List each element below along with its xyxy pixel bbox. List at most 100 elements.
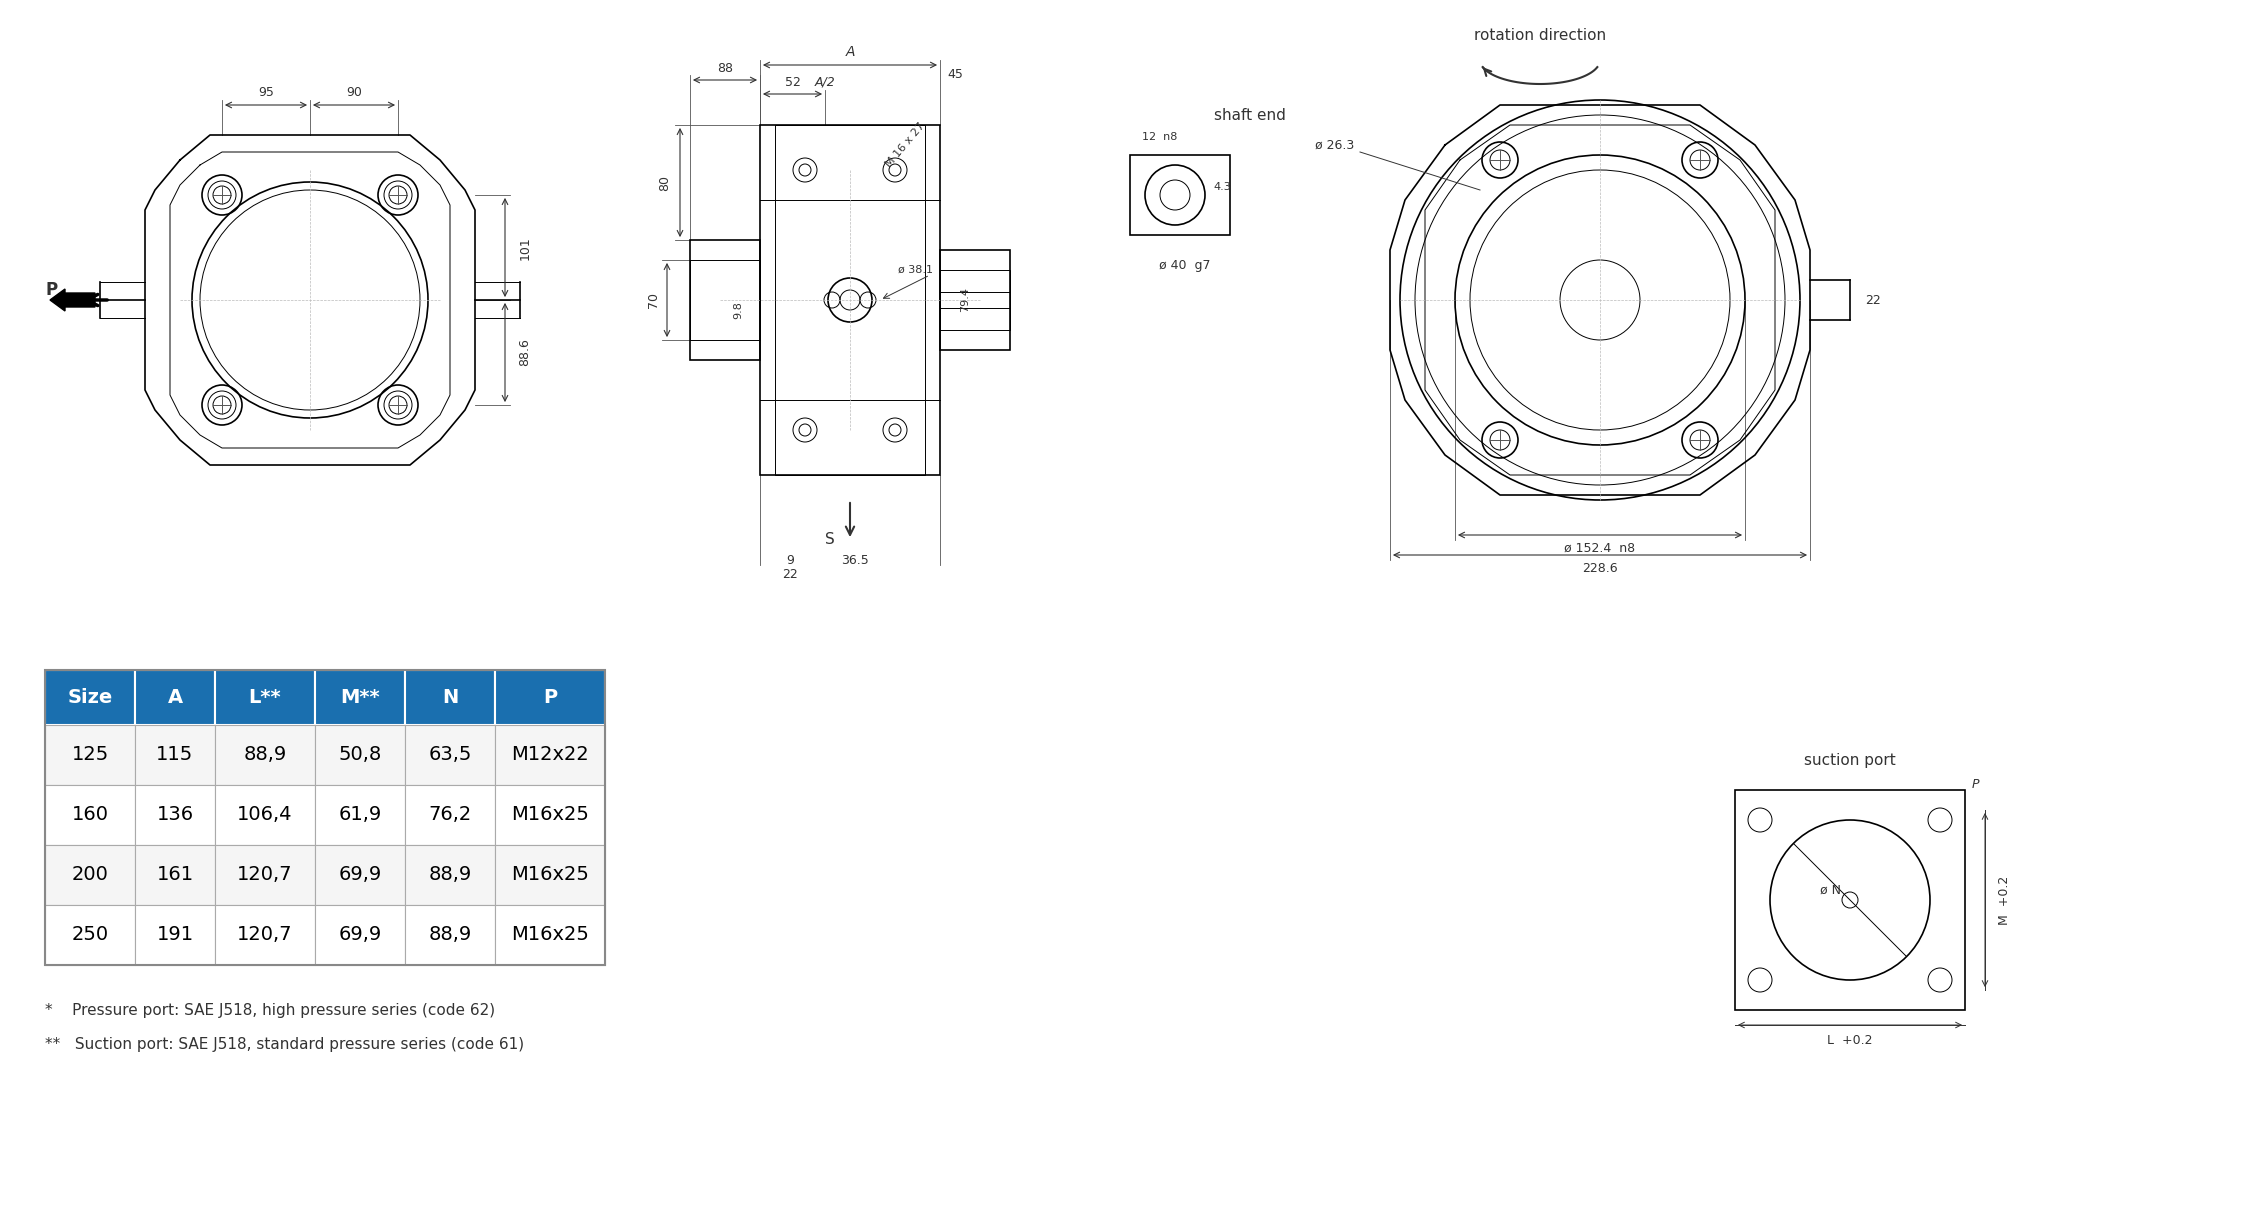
Text: M12x22: M12x22 <box>511 745 588 765</box>
Bar <box>135 845 214 905</box>
Bar <box>405 845 495 905</box>
Bar <box>939 270 1009 330</box>
Text: ø 38.1: ø 38.1 <box>899 265 932 275</box>
Text: A: A <box>167 688 182 706</box>
Bar <box>315 786 405 845</box>
Bar <box>759 125 939 475</box>
Text: 125: 125 <box>72 745 108 765</box>
Text: 250: 250 <box>72 925 108 945</box>
Bar <box>1131 154 1230 235</box>
Bar <box>495 905 606 966</box>
Bar <box>1734 790 1966 1010</box>
Text: 80: 80 <box>658 175 671 191</box>
Text: 191: 191 <box>155 925 194 945</box>
Text: 76,2: 76,2 <box>428 805 471 824</box>
Text: 63,5: 63,5 <box>428 745 471 765</box>
Text: M 16 x 27: M 16 x 27 <box>883 120 926 169</box>
Text: 228.6: 228.6 <box>1583 562 1617 574</box>
Text: rotation direction: rotation direction <box>1475 28 1606 43</box>
Text: N: N <box>441 688 457 706</box>
Text: 120,7: 120,7 <box>236 925 293 945</box>
Bar <box>135 905 214 966</box>
Text: M16x25: M16x25 <box>511 866 590 884</box>
Bar <box>939 250 1009 350</box>
Text: M  +0.2: M +0.2 <box>1998 876 2011 924</box>
Text: 106,4: 106,4 <box>236 805 293 824</box>
Text: 88,9: 88,9 <box>428 925 471 945</box>
Bar <box>214 845 315 905</box>
Text: 136: 136 <box>155 805 194 824</box>
Text: suction port: suction port <box>1804 753 1896 767</box>
Text: P: P <box>45 281 59 299</box>
Bar <box>495 845 606 905</box>
Text: 79.4: 79.4 <box>959 287 971 313</box>
Text: 4.3: 4.3 <box>1214 182 1232 192</box>
Text: A/2: A/2 <box>815 75 835 89</box>
Bar <box>495 786 606 845</box>
Bar <box>135 670 214 725</box>
Text: 160: 160 <box>72 805 108 824</box>
Text: 45: 45 <box>948 68 964 81</box>
Text: A: A <box>844 45 856 60</box>
Bar <box>405 786 495 845</box>
Text: 22: 22 <box>781 569 797 581</box>
Bar <box>689 240 759 360</box>
Text: 52: 52 <box>786 75 802 89</box>
Bar <box>405 725 495 786</box>
Text: 69,9: 69,9 <box>338 866 381 884</box>
Text: 95: 95 <box>259 85 275 98</box>
Text: *    Pressure port: SAE J518, high pressure series (code 62): * Pressure port: SAE J518, high pressure… <box>45 1002 495 1018</box>
Text: 88: 88 <box>716 62 732 74</box>
Bar <box>45 725 135 786</box>
Text: M16x25: M16x25 <box>511 925 590 945</box>
Bar <box>45 670 135 725</box>
Text: 9: 9 <box>786 553 795 567</box>
Bar <box>405 670 495 725</box>
FancyArrow shape <box>50 289 95 311</box>
Text: 36.5: 36.5 <box>842 553 869 567</box>
Bar <box>214 725 315 786</box>
Text: L  +0.2: L +0.2 <box>1826 1034 1874 1047</box>
Text: M**: M** <box>340 688 381 706</box>
Text: P: P <box>543 688 556 706</box>
Bar <box>315 725 405 786</box>
Bar <box>45 845 135 905</box>
Bar <box>45 786 135 845</box>
Text: ø 26.3: ø 26.3 <box>1315 139 1356 152</box>
Text: shaft end: shaft end <box>1214 107 1286 123</box>
Bar <box>689 260 759 340</box>
Text: 90: 90 <box>347 85 363 98</box>
Text: 69,9: 69,9 <box>338 925 381 945</box>
Bar <box>495 725 606 786</box>
Bar <box>45 670 606 966</box>
Bar <box>315 905 405 966</box>
Bar <box>214 670 315 725</box>
Text: 88.6: 88.6 <box>518 338 531 366</box>
Text: 161: 161 <box>155 866 194 884</box>
Text: 12  n8: 12 n8 <box>1142 133 1178 142</box>
Bar <box>775 125 926 475</box>
Bar <box>495 670 606 725</box>
Text: 9.8: 9.8 <box>732 302 743 319</box>
Text: 88,9: 88,9 <box>428 866 471 884</box>
Bar <box>214 905 315 966</box>
Text: L**: L** <box>248 688 282 706</box>
Text: 101: 101 <box>518 236 531 260</box>
Text: ø N: ø N <box>1820 884 1840 896</box>
Text: ø 152.4  n8: ø 152.4 n8 <box>1565 541 1635 554</box>
Bar <box>315 670 405 725</box>
Text: 200: 200 <box>72 866 108 884</box>
Text: 120,7: 120,7 <box>236 866 293 884</box>
Bar <box>135 786 214 845</box>
Text: 70: 70 <box>646 292 660 308</box>
Text: S: S <box>824 533 835 547</box>
Bar <box>214 786 315 845</box>
Text: 50,8: 50,8 <box>338 745 381 765</box>
Text: Size: Size <box>68 688 113 706</box>
Bar <box>315 845 405 905</box>
Text: P: P <box>1970 778 1980 792</box>
Text: 22: 22 <box>1865 293 1880 306</box>
Text: 88,9: 88,9 <box>243 745 286 765</box>
Text: 115: 115 <box>155 745 194 765</box>
Bar <box>45 905 135 966</box>
